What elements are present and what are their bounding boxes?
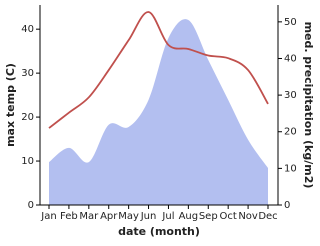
- x-tick-label: Feb: [60, 211, 78, 222]
- y-tick-label: 40: [21, 24, 34, 35]
- x-tick-label: Jul: [161, 211, 174, 222]
- y2-tick-label: 30: [284, 90, 297, 101]
- y2-tick-label: 50: [284, 17, 297, 28]
- x-axis-label: date (month): [118, 225, 200, 238]
- x-tick-label: Apr: [100, 211, 118, 222]
- y-tick-label: 20: [21, 112, 34, 123]
- x-tick-label: Sep: [199, 211, 218, 222]
- x-tick-label: Jan: [40, 211, 56, 222]
- y-axis-label: max temp (C): [4, 63, 17, 147]
- y2-tick-label: 20: [284, 127, 297, 138]
- y-tick-label: 30: [21, 68, 34, 79]
- y-tick-label: 0: [28, 200, 34, 211]
- x-tick-label: Jun: [140, 211, 157, 222]
- y2-axis-label: med. precipitation (kg/m2): [302, 22, 315, 189]
- x-tick-label: Oct: [220, 211, 237, 222]
- y2-tick-label: 40: [284, 53, 297, 64]
- x-tick-label: Aug: [179, 211, 199, 222]
- x-tick-label: Mar: [79, 211, 99, 222]
- y2-tick-label: 10: [284, 163, 297, 174]
- x-tick-label: Nov: [238, 211, 258, 222]
- axes-frame: [39, 5, 279, 206]
- x-tick-label: May: [118, 211, 139, 222]
- y2-tick-label: 0: [284, 200, 290, 211]
- y-tick-label: 10: [21, 156, 34, 167]
- chart: date (month) max temp (C) med. precipita…: [4, 5, 315, 238]
- precip-area: [49, 19, 268, 206]
- temp-line: [48, 11, 269, 129]
- x-tick-label: Dec: [258, 211, 277, 222]
